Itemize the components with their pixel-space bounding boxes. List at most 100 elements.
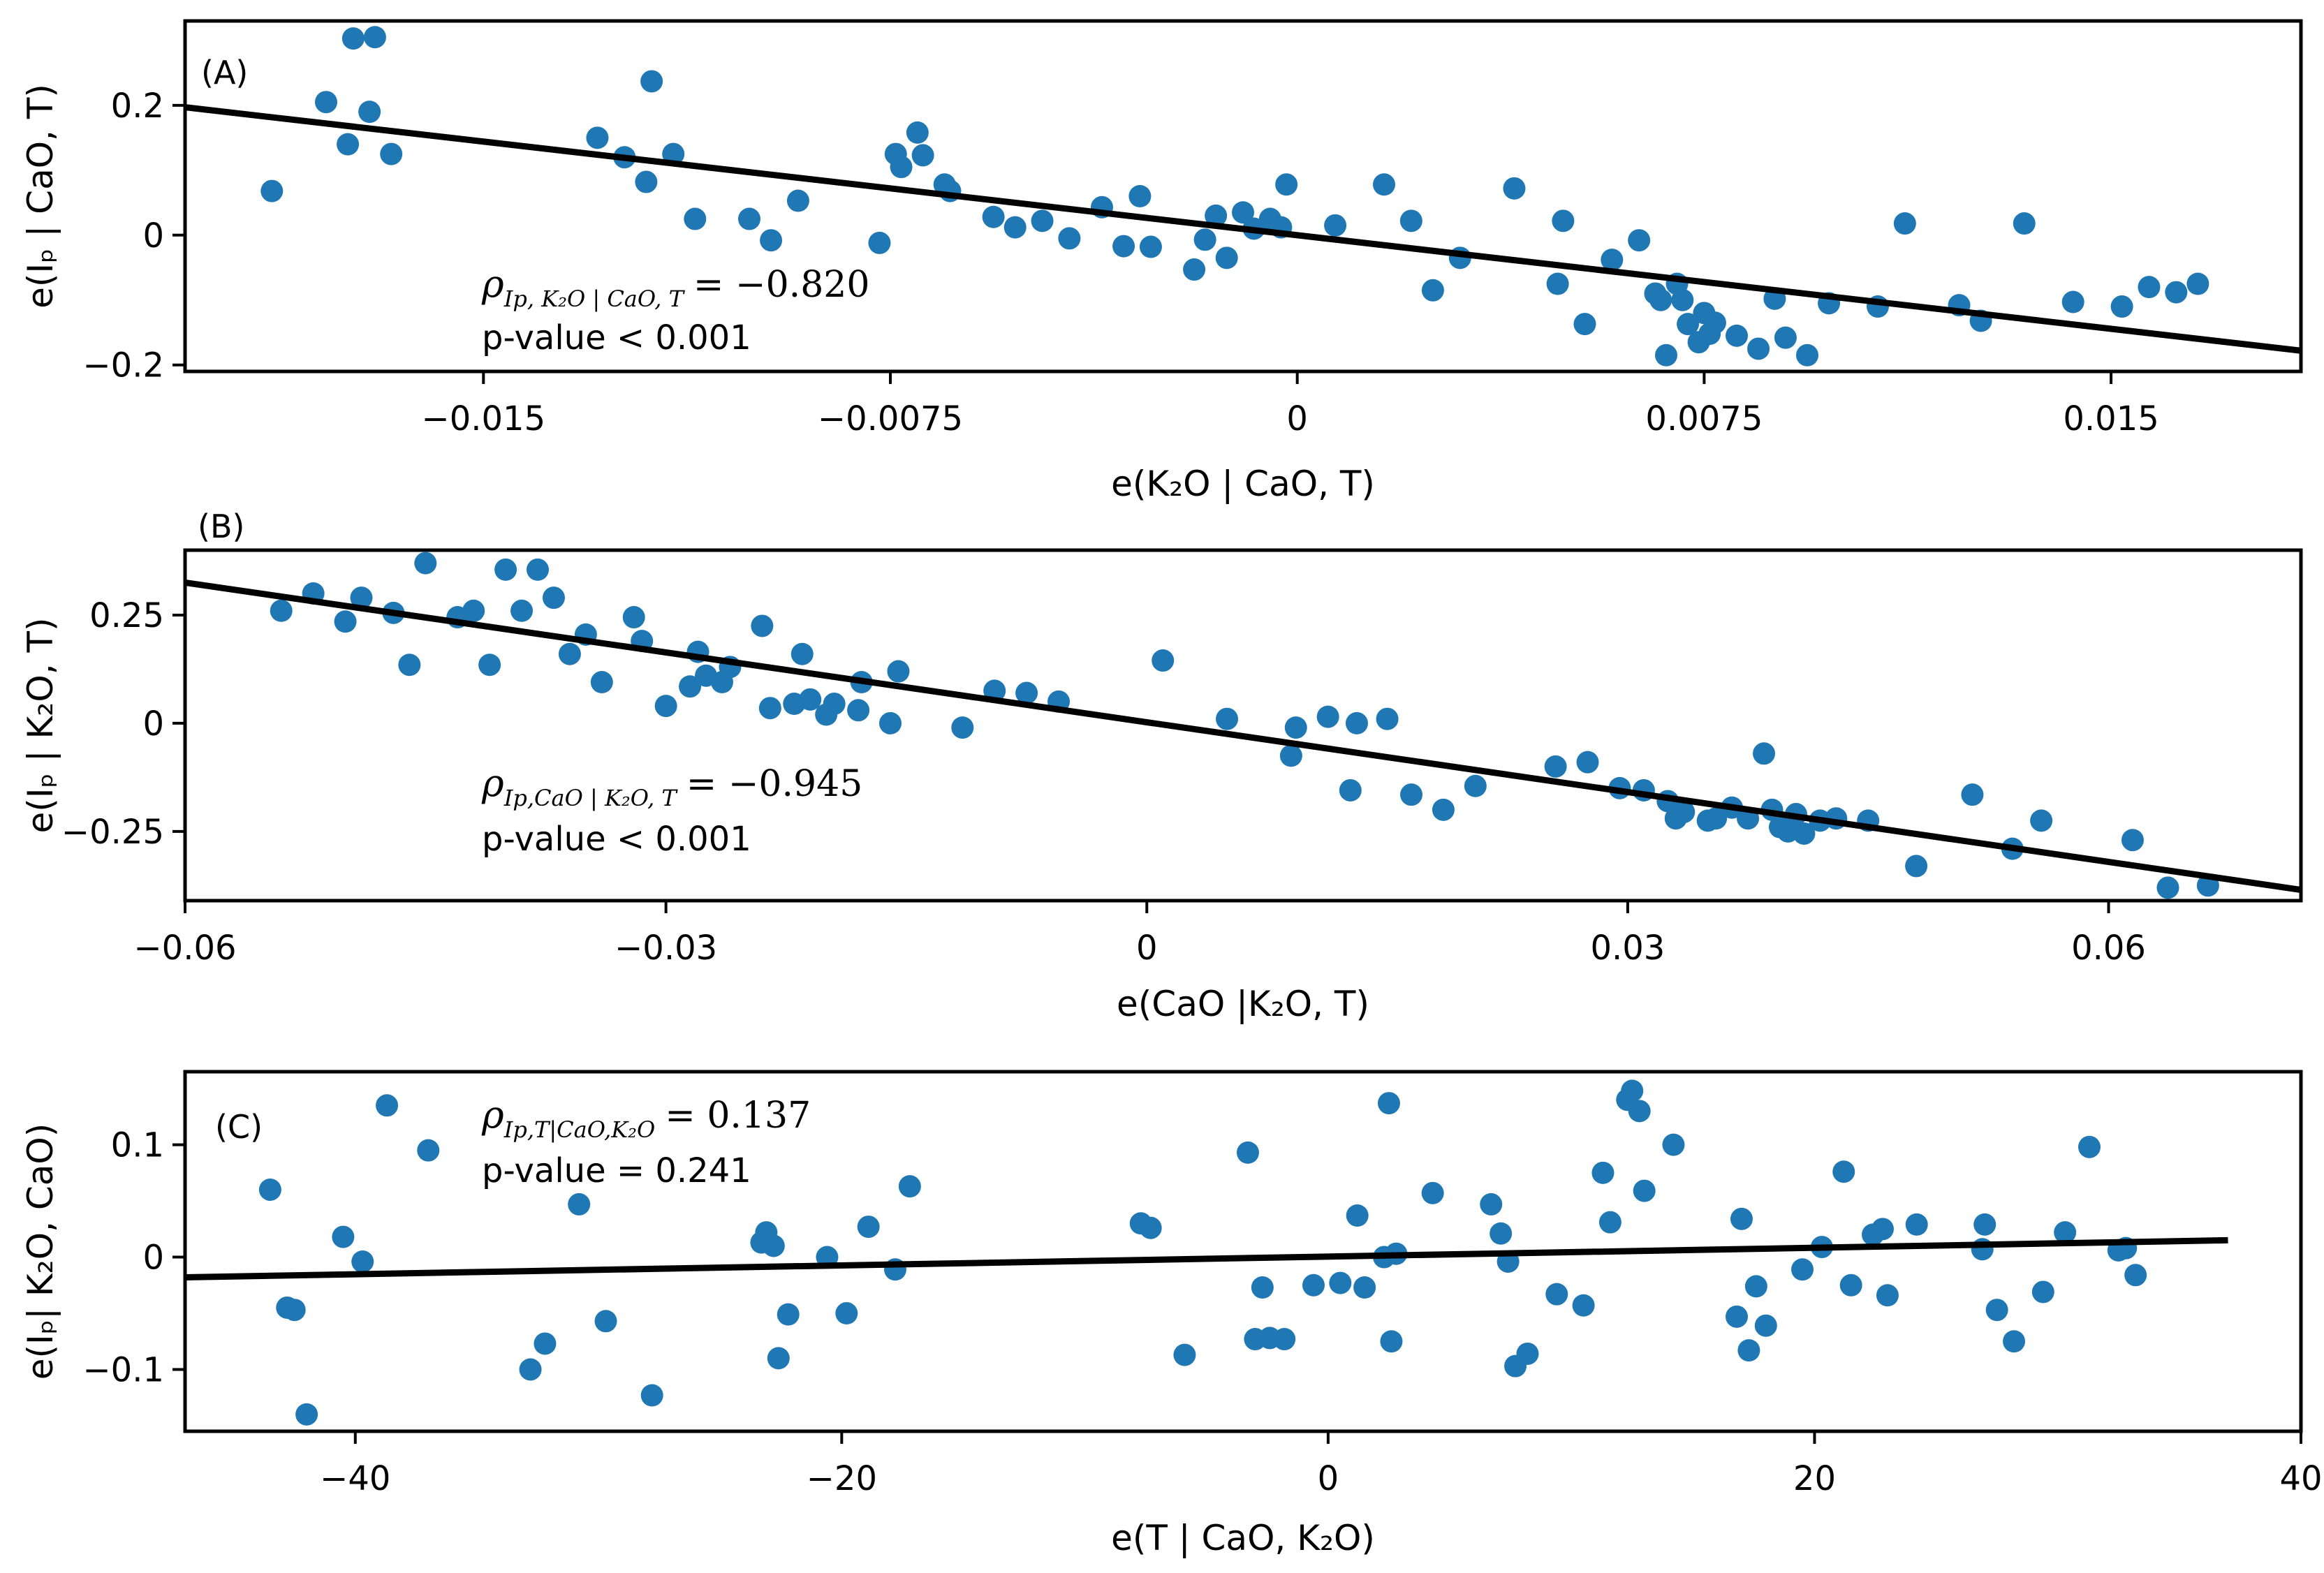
panel-c-y-tick-label-1: 0 [142,1239,164,1278]
panel-b-point-11 [510,599,534,622]
panel-c-point-48 [1598,1211,1621,1234]
panel-b-point-34 [879,711,902,734]
panel-a-point-11 [662,142,685,165]
panel-c-point-40 [1480,1192,1503,1216]
panel-a-point-76 [2186,272,2209,295]
panel-a-point-24 [1003,216,1027,239]
panel-a-point-75 [2165,281,2188,304]
panel-b-point-2 [334,610,357,633]
panel-a-point-2 [337,133,360,156]
panel-a-point-30 [1139,235,1162,258]
panel-c-y-axis-label: e(Iₚ| K₂O, CaO) [20,1123,61,1380]
panel-c-regression-line [185,1236,2228,1281]
panel-c-x-tick-label-2: 0 [1318,1459,1339,1498]
panel-a-point-45 [1503,177,1526,200]
panel-c-point-69 [1985,1299,2008,1322]
panel-c-point-5 [351,1250,374,1273]
panel-a-point-33 [1205,204,1228,227]
panel-b-point-75 [2121,829,2144,852]
panel-c-point-71 [2031,1280,2054,1304]
panel-a-x-tick-label-2: 0 [1286,399,1308,438]
panel-b-point-76 [2156,876,2179,899]
panel-a-point-49 [1601,249,1624,272]
panel-a-label: (A) [201,54,248,91]
panel-c-point-7 [417,1139,440,1162]
panel-b-point-8 [462,599,485,622]
panel-a-point-72 [2061,290,2084,313]
panel-b-point-17 [622,606,645,629]
panel-a-rho-subscript: Ip, K₂O | CaO, T [503,286,686,312]
panel-c-point-20 [857,1216,880,1239]
panel-b-point-40 [1152,649,1175,672]
panel-b-point-50 [1464,774,1487,797]
panel-c-point-64 [1871,1218,1894,1241]
panel-a-point-50 [1628,229,1651,252]
panel-b-y-axis-label: e(Iₚ | K₂O, T) [20,617,61,833]
panel-b-point-59 [1705,807,1728,830]
panel-a-point-41 [1373,173,1395,196]
panel-a-point-1 [315,91,337,114]
panel-b-point-35 [887,660,910,683]
panel-c-point-34 [1353,1276,1376,1299]
panel-a-point-14 [760,229,783,252]
panel-a-axes-frame [183,19,2303,374]
panel-b-x-tick-label-4: 0.06 [2071,929,2146,968]
panel-a-point-46 [1546,272,1569,295]
panel-c-point-66 [1905,1213,1928,1236]
panel-c-x-axis-label: e(T | CaO, K₂O) [1111,1518,1375,1558]
panel-c-x-tick-label-4: 40 [2279,1459,2322,1498]
panel-b-rho-annotation: ρIp,CaO | K₂O, T = −0.945 [481,761,862,811]
panel-b-point-12 [527,558,549,581]
panel-a-point-71 [2013,212,2036,235]
panel-b-point-74 [2030,809,2053,832]
panel-c-point-31 [1302,1273,1325,1297]
panel-b-point-57 [1672,800,1696,823]
panel-b-plot [185,552,2301,899]
panel-b-point-26 [758,697,781,720]
panel-a-point-7 [586,126,609,149]
panel-b-ticks: −0.06 −0.03 0 0.03 0.06 −0.25 0 0.25 [61,596,2146,968]
panel-c-rho-annotation: ρIp,T|CaO,K₂O = 0.137 [481,1093,811,1143]
panel-b-x-tick-label-0: −0.06 [133,929,236,968]
panel-c-point-61 [1832,1160,1855,1183]
panel-b-point-29 [799,688,822,711]
panel-c-point-16 [767,1347,790,1370]
panel-b-x-tick-label-3: 0.03 [1590,929,1665,968]
panel-a-y-tick-label-0: −0.2 [82,346,164,385]
panel-b-point-19 [654,695,677,718]
panel-c-point-24 [1139,1216,1162,1239]
panel-c-point-68 [1973,1213,1996,1236]
panel-c-x-tick-label-0: −40 [320,1459,390,1498]
panel-c-point-57 [1744,1275,1767,1298]
panel-a-point-13 [738,207,760,230]
panel-c-point-0 [258,1178,281,1201]
panel-b-point-38 [1015,681,1038,704]
panel-c-label: (C) [215,1108,263,1146]
panel-b-point-47 [1376,707,1399,730]
panel-c-point-50 [1621,1079,1644,1102]
panel-c-point-73 [2078,1135,2101,1158]
panel-b-point-49 [1432,798,1455,821]
panel-b-point-25 [751,614,774,637]
panel-b-point-41 [1216,707,1239,730]
panel-c-point-33 [1346,1204,1369,1227]
panel-a-point-3 [341,27,365,50]
panel-a-point-34 [1215,246,1238,269]
panel-a-point-32 [1193,228,1216,251]
panel-a-rho-value: = −0.820 [693,264,870,306]
panel-b-y-tick-label-1: 0 [142,704,164,744]
panel-a-point-62 [1747,337,1770,360]
panel-a-rho-symbol: ρ [481,262,504,306]
panel-c-point-19 [835,1302,858,1325]
panel-a-x-tick-label-3: 0.0075 [1645,399,1763,438]
panel-c-point-9 [534,1332,557,1355]
panel-c-rho-value: = 0.137 [665,1095,811,1137]
panel-a-point-73 [2110,295,2133,318]
panel-b-point-32 [847,699,870,722]
panel-c-point-65 [1876,1284,1899,1307]
panel-c-point-26 [1236,1141,1259,1164]
panel-a-y-tick-label-2: 0.2 [111,87,164,126]
panel-c: −40 −20 0 20 40 −0.1 0 0.1 (C) ρIp,T|CaO,K₂O = 0… [20,1070,2323,1558]
panel-c-point-44 [1516,1342,1539,1365]
